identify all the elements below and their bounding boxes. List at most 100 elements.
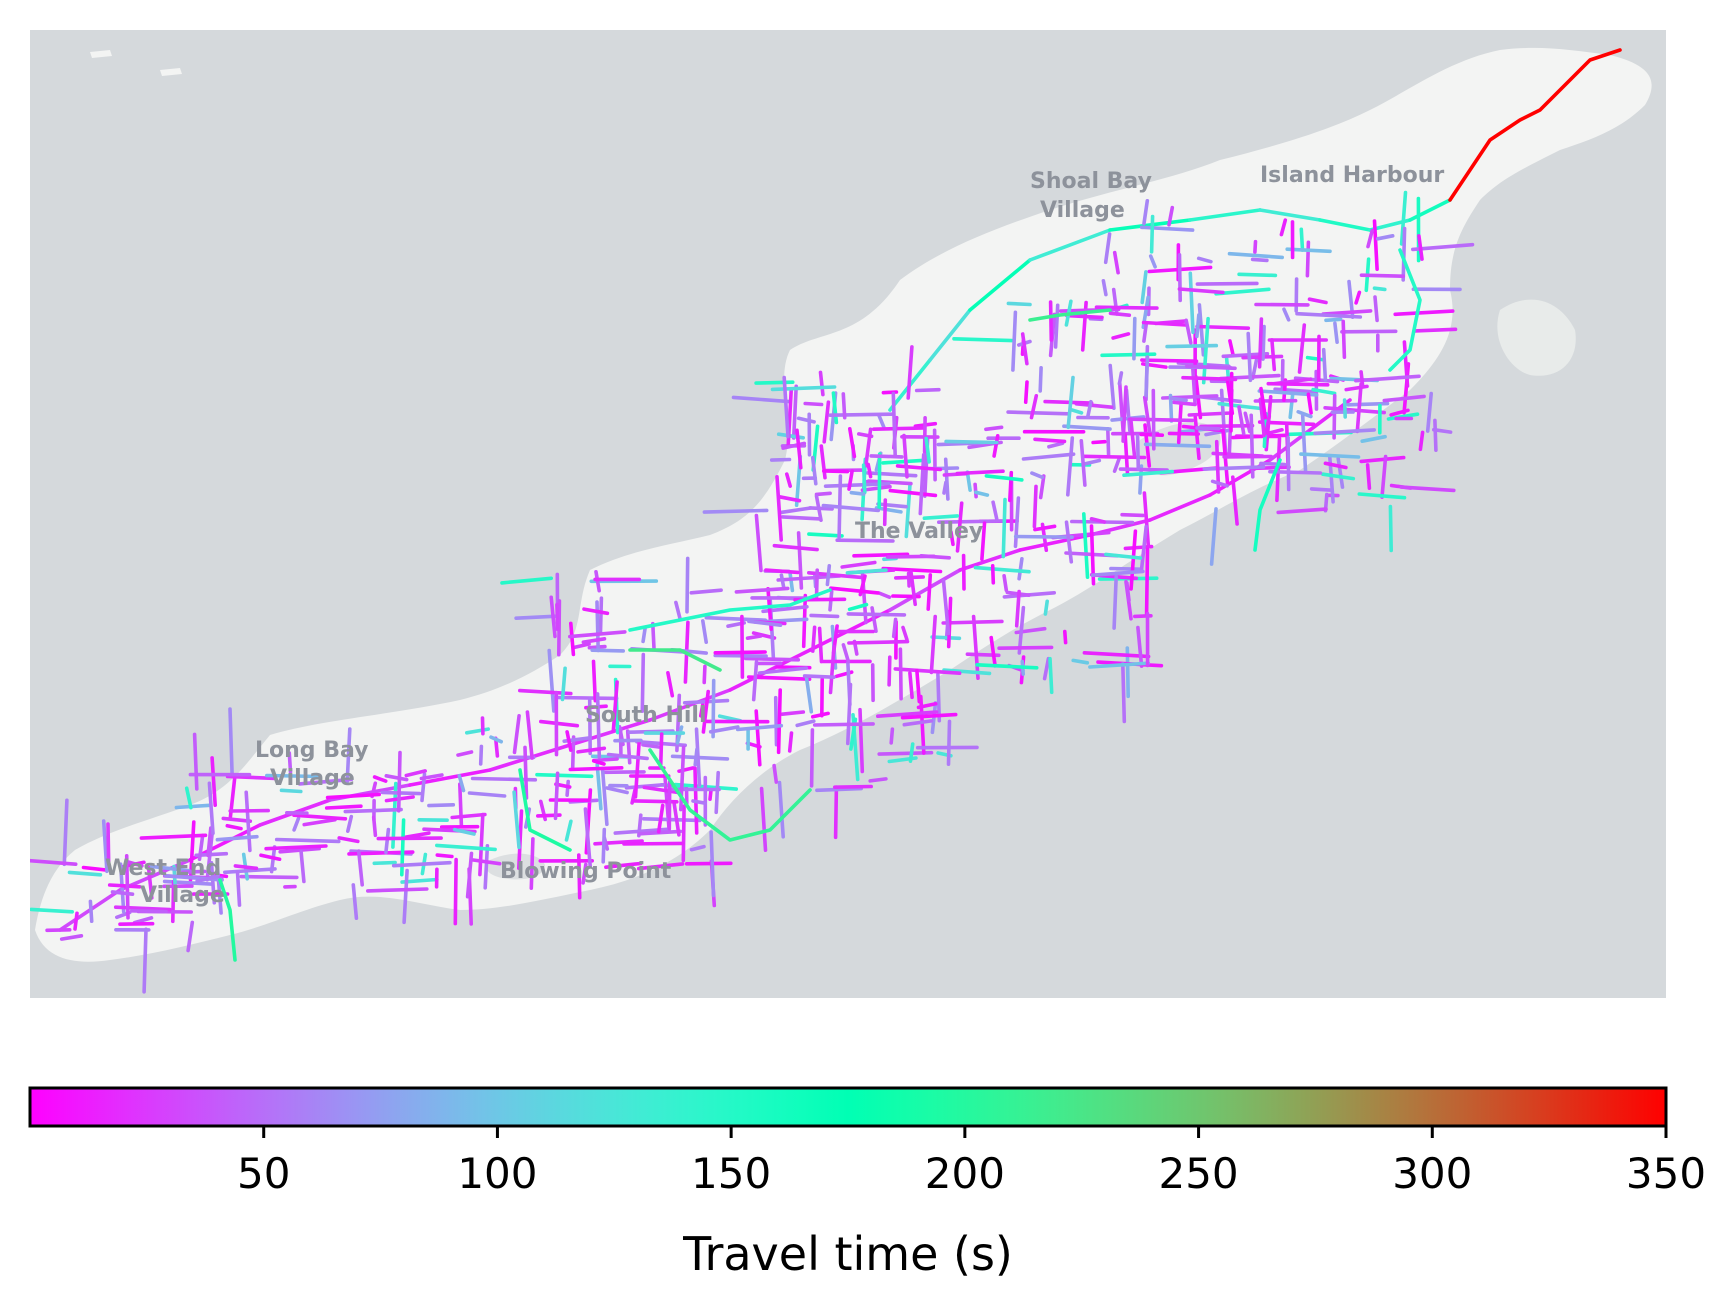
road-segment [1341, 319, 1347, 360]
road-segment [971, 614, 980, 681]
road-segment [642, 785, 680, 795]
road-segment [691, 799, 708, 806]
road-segment [891, 617, 898, 639]
road-segment [818, 370, 825, 397]
road-segment [702, 664, 707, 685]
road-segment [1089, 516, 1107, 524]
road-segment [772, 763, 779, 784]
road-segment [1112, 456, 1122, 474]
road-segment [106, 822, 111, 866]
road-segment [1366, 228, 1374, 249]
road-segment [1091, 439, 1107, 445]
road-segment [452, 827, 476, 836]
road-segment [538, 719, 580, 728]
road-segment [1002, 573, 1009, 593]
road-segment [870, 606, 878, 634]
road-segment [1006, 410, 1071, 416]
road-segment [780, 506, 813, 515]
road-segment [866, 462, 873, 479]
road-segment [343, 807, 403, 814]
road-segment [1418, 430, 1425, 452]
road-segment [622, 841, 685, 846]
road-segment [809, 613, 840, 619]
road-segment [124, 859, 144, 868]
road-segment [274, 837, 341, 844]
road-segment [1411, 242, 1475, 252]
road-segment [601, 827, 607, 864]
road-segment [1108, 363, 1116, 411]
road-segment [1268, 469, 1323, 475]
road-segment [1231, 475, 1239, 526]
road-segment [1228, 339, 1235, 357]
offshore-cay [160, 68, 182, 76]
road-segment [1028, 228, 1112, 262]
road-segment [943, 457, 950, 501]
road-segment [568, 621, 576, 657]
road-segment [1043, 399, 1094, 405]
road-segment [1108, 311, 1132, 318]
road-segment [1333, 321, 1339, 345]
road-segment [337, 836, 360, 844]
road-segment [810, 455, 818, 486]
road-segment [958, 548, 1022, 572]
road-segment [549, 595, 557, 639]
road-segment [1448, 48, 1622, 202]
road-segment [1142, 321, 1149, 343]
road-segment [810, 711, 830, 719]
road-segment [1389, 408, 1410, 417]
road-segment [1167, 205, 1175, 227]
road-segment [1432, 427, 1453, 434]
road-segment [1006, 301, 1032, 307]
road-segment [1359, 273, 1406, 278]
road-segment [1112, 574, 1118, 630]
road-segment [810, 625, 817, 653]
road-segment [1184, 318, 1193, 345]
road-segment [1088, 661, 1151, 669]
road-segment [877, 452, 882, 510]
road-segment [835, 538, 895, 543]
road-segment [754, 513, 763, 573]
colorbar-tick-label: 100 [457, 1149, 537, 1198]
road-segment [1136, 625, 1144, 669]
road-segment [239, 874, 299, 880]
road-segment [228, 707, 234, 776]
road-segment [847, 639, 910, 645]
road-segment [1195, 426, 1221, 431]
road-segment [780, 515, 823, 521]
road-segment [1323, 405, 1386, 415]
road-segment [804, 674, 814, 714]
road-segment [908, 671, 914, 700]
road-segment [59, 933, 84, 941]
road-segment [1149, 214, 1155, 254]
road-segment [841, 392, 847, 420]
road-segment [1399, 485, 1456, 493]
road-network-map[interactable]: Shoal Bay Village Island Harbour The Val… [30, 30, 1666, 998]
road-segment [1209, 507, 1218, 566]
road-segment [877, 591, 892, 600]
road-segment [709, 830, 716, 898]
road-segment [747, 619, 783, 628]
place-label: Blowing Point [500, 859, 672, 884]
road-segment [866, 479, 913, 486]
road-segment [604, 861, 643, 870]
road-segment [110, 890, 135, 897]
road-segment [812, 722, 875, 727]
road-segment [210, 756, 217, 808]
colorbar-svg: 50 100 150 200 250 300 350 Travel time (s) [28, 1086, 1706, 1281]
map-panel[interactable]: Shoal Bay Village Island Harbour The Val… [30, 30, 1666, 998]
road-segment [861, 463, 867, 495]
road-segment [1433, 418, 1438, 453]
road-segment [1020, 332, 1029, 366]
road-segment [828, 644, 836, 695]
road-segment [648, 748, 812, 842]
island-landmass [35, 47, 1652, 962]
road-segment [1033, 524, 1057, 532]
road-segment [942, 668, 992, 676]
road-segment [1199, 423, 1255, 429]
road-segment [1372, 286, 1387, 292]
road-segment [598, 596, 604, 635]
road-segment [568, 718, 652, 747]
road-segment [124, 853, 130, 920]
road-segment [936, 519, 1004, 525]
road-segment [572, 642, 591, 650]
